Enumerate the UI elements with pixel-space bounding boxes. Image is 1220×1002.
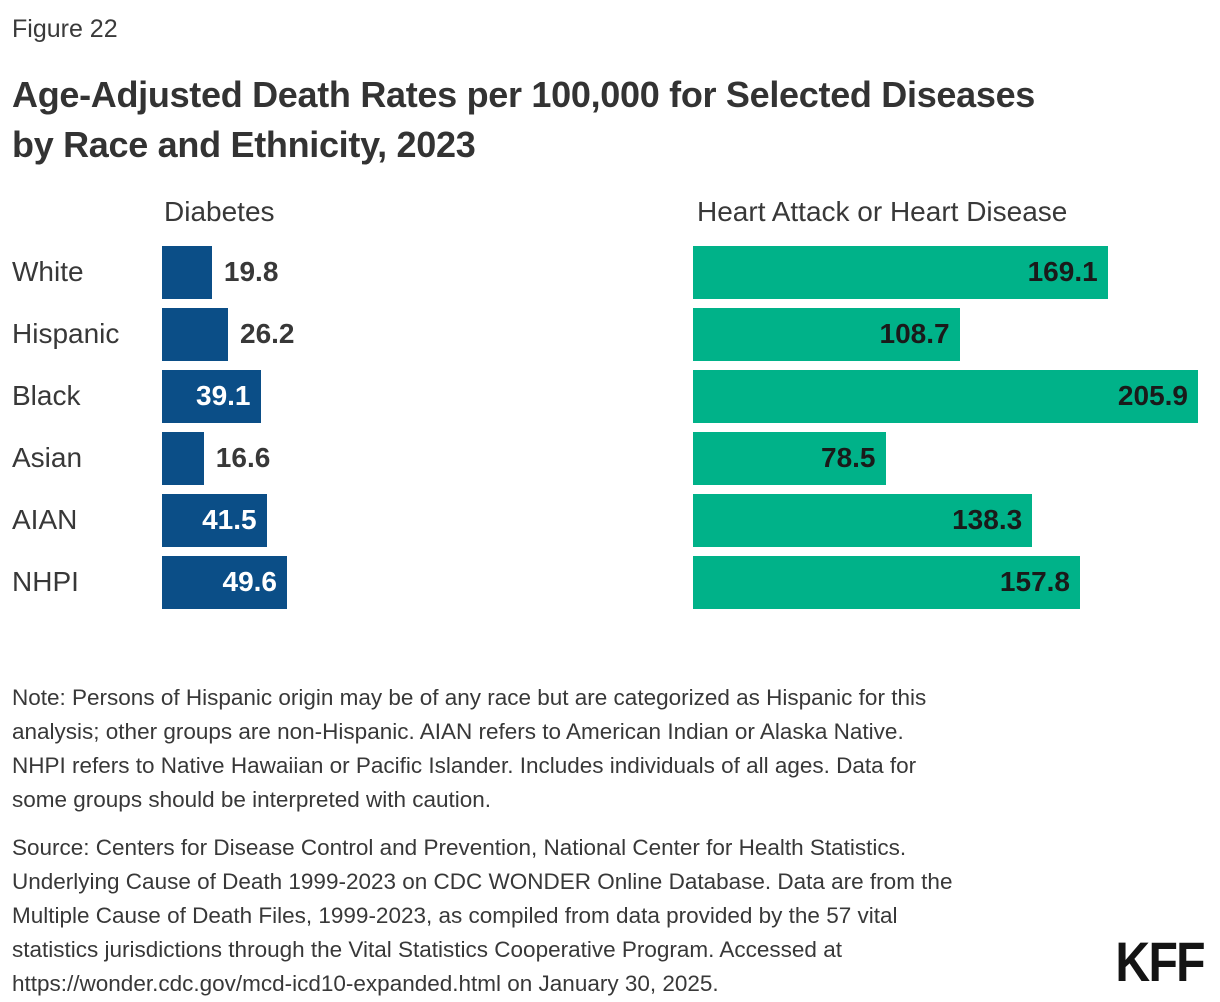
category-label: Black [12,380,81,411]
source-line: statistics jurisdictions through the Vit… [12,937,842,962]
heart-disease-track: 169.1 [693,245,1208,299]
category-label: White [12,256,84,287]
diabetes-bar [162,307,228,361]
bar-value-label: 169.1 [1027,256,1098,287]
heart-disease-track: 138.3 [693,493,1208,547]
diabetes-track: 41.5 [162,493,693,547]
panel-header-heart-disease: Heart Attack or Heart Disease [697,196,1068,227]
source-text: Source: Centers for Disease Control and … [12,831,1208,1001]
diabetes-bar: 41.5 [162,493,267,547]
bar-value-label: 26.2 [240,318,295,349]
heart-disease-track: 108.7 [693,307,1208,361]
category-label: Asian [12,442,83,473]
note-text: Note: Persons of Hispanic origin may be … [12,681,1208,817]
figure-title: Age-Adjusted Death Rates per 100,000 for… [12,70,1208,170]
note-line: NHPI refers to Native Hawaiian or Pacifi… [12,753,917,778]
diabetes-bar: 39.1 [162,369,261,423]
chart-row-white: White 19.8 169.1 [12,241,1208,303]
diabetes-track: 19.8 [162,245,693,299]
heart-disease-bar: 169.1 [693,245,1108,299]
bar-value-label: 205.9 [1117,380,1188,411]
panel-header-diabetes: Diabetes [164,196,275,227]
heart-disease-bar: 108.7 [693,307,960,361]
bar-value-label: 16.6 [215,442,271,473]
heart-disease-track: 205.9 [693,369,1208,423]
bar-value-label: 78.5 [821,442,876,473]
diabetes-track: 26.2 [162,307,693,361]
chart-rows: White 19.8 169.1 Hispanic 26.2 108.7 Black 39.1… [12,241,1208,613]
diabetes-bar [162,431,204,485]
heart-disease-bar: 78.5 [693,431,886,485]
note-line: Note: Persons of Hispanic origin may be … [12,685,927,710]
note-line: some groups should be interpreted with c… [12,787,492,812]
category-label: Hispanic [12,318,120,349]
source-line: Underlying Cause of Death 1999-2023 on C… [12,869,953,894]
title-line-1: Age-Adjusted Death Rates per 100,000 for… [12,74,1036,115]
bar-value-label: 39.1 [196,380,251,411]
header-spacer [12,195,162,229]
figure-label: Figure 22 [12,15,118,43]
diabetes-track: 39.1 [162,369,693,423]
heart-disease-track: 78.5 [693,431,1208,485]
source-line: https://wonder.cdc.gov/mcd-icd10-expande… [12,971,719,996]
bar-value-label: 108.7 [879,318,950,349]
category-label: NHPI [12,566,79,597]
source-line: Source: Centers for Disease Control and … [12,835,907,860]
chart-row-asian: Asian 16.6 78.5 [12,427,1208,489]
heart-disease-track: 157.8 [693,555,1208,609]
title-line-2: by Race and Ethnicity, 2023 [12,124,476,165]
bar-chart: Diabetes Heart Attack or Heart Disease W… [12,195,1208,613]
diabetes-track: 49.6 [162,555,693,609]
diabetes-track: 16.6 [162,431,693,485]
category-label: AIAN [12,504,78,535]
bar-value-label: 41.5 [202,504,257,535]
chart-row-hispanic: Hispanic 26.2 108.7 [12,303,1208,365]
kff-logo: KFF [1115,930,1206,993]
bar-value-label: 138.3 [952,504,1023,535]
diabetes-bar [162,245,212,299]
note-line: analysis; other groups are non-Hispanic.… [12,719,904,744]
bar-value-label: 19.8 [223,256,279,287]
chart-row-black: Black 39.1 205.9 [12,365,1208,427]
bar-value-label: 157.8 [999,566,1070,597]
source-line: Multiple Cause of Death Files, 1999-2023… [12,903,898,928]
bar-value-label: 49.6 [222,566,278,597]
panel-headers: Diabetes Heart Attack or Heart Disease [12,195,1208,229]
chart-row-aian: AIAN 41.5 138.3 [12,489,1208,551]
heart-disease-bar: 205.9 [693,369,1198,423]
heart-disease-bar: 138.3 [693,493,1033,547]
chart-row-nhpi: NHPI 49.6 157.8 [12,551,1208,613]
heart-disease-bar: 157.8 [693,555,1080,609]
diabetes-bar: 49.6 [162,555,287,609]
